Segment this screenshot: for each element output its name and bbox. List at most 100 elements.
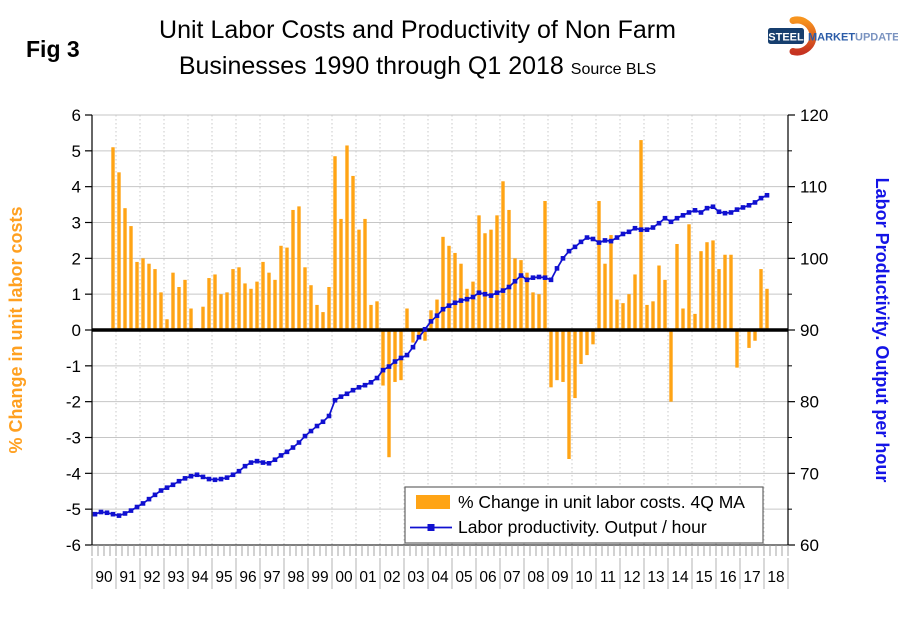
bar: [759, 269, 763, 330]
line-marker: [326, 413, 332, 419]
source-note: Source BLS: [570, 61, 657, 78]
line-marker: [212, 477, 218, 483]
bar: [459, 263, 463, 330]
year-label: 12: [623, 569, 640, 586]
bar: [273, 279, 277, 330]
bar: [501, 181, 505, 330]
line-marker: [194, 472, 200, 478]
year-label: 15: [695, 569, 712, 586]
bar: [555, 330, 559, 381]
bar: [147, 263, 151, 330]
bar: [387, 330, 391, 458]
line-marker: [662, 215, 668, 221]
line-marker: [284, 449, 290, 455]
right-axis-title: Labor Productivity. Output per hour: [872, 178, 892, 483]
right-axis-tick-label: 90: [800, 321, 819, 340]
bar: [123, 208, 127, 330]
line-marker: [104, 510, 110, 516]
year-label: 11: [600, 569, 616, 586]
right-axis-tick-label: 60: [800, 536, 819, 555]
bar: [633, 274, 637, 330]
bar: [609, 235, 613, 330]
bar: [141, 258, 145, 330]
line-marker: [368, 380, 374, 385]
line-marker: [674, 215, 680, 221]
bar: [567, 330, 571, 459]
line-marker: [488, 293, 494, 298]
logo-update-text: UPDATE: [855, 32, 898, 44]
line-marker: [680, 213, 686, 218]
line-marker: [458, 298, 464, 303]
bar: [303, 267, 307, 330]
left-axis-tick-label: -5: [66, 500, 81, 519]
year-label: 07: [503, 569, 520, 586]
bar: [231, 269, 235, 330]
line-marker: [278, 453, 284, 458]
bar: [465, 288, 469, 330]
bar: [417, 330, 421, 338]
line-marker: [536, 274, 542, 280]
line-marker: [332, 397, 338, 403]
line-marker: [338, 394, 344, 399]
bar: [393, 330, 397, 382]
line-marker: [584, 235, 590, 240]
line-marker: [404, 352, 410, 358]
year-label: 17: [743, 569, 760, 586]
bar: [489, 229, 493, 330]
line-marker: [266, 461, 272, 466]
line-marker: [614, 235, 620, 240]
bar: [681, 308, 685, 330]
bar: [213, 274, 217, 330]
line-marker: [632, 225, 638, 231]
line-marker: [506, 284, 512, 290]
bar: [291, 209, 295, 330]
chart-title: Unit Labor Costs and Productivity of Non…: [95, 12, 740, 88]
line-marker: [572, 244, 578, 250]
bar: [183, 279, 187, 330]
line-marker: [248, 460, 254, 465]
right-axis-tick-label: 70: [800, 464, 819, 483]
bar: [411, 330, 415, 343]
bar: [189, 308, 193, 330]
bar: [495, 215, 499, 330]
bar: [345, 145, 349, 330]
bar: [543, 201, 547, 330]
bar: [729, 254, 733, 330]
bar: [669, 330, 673, 402]
bar: [621, 303, 625, 330]
line-marker: [254, 458, 260, 464]
bar: [699, 251, 703, 330]
line-marker: [242, 463, 248, 469]
bar: [357, 229, 361, 330]
bar: [321, 312, 325, 330]
line-marker: [530, 275, 536, 280]
year-label: 95: [215, 569, 232, 586]
left-axis-tick-label: -3: [66, 429, 81, 448]
left-axis-tick-label: 2: [72, 249, 81, 268]
line-marker: [470, 294, 476, 300]
line-marker: [620, 231, 626, 237]
line-marker: [182, 476, 188, 481]
bar: [657, 265, 661, 330]
bar: [717, 269, 721, 330]
line-marker: [308, 428, 314, 434]
right-axis-tick-label: 80: [800, 393, 819, 412]
line-marker: [734, 207, 740, 212]
line-marker: [350, 387, 356, 393]
line-marker: [548, 277, 554, 283]
legend-bar-label: % Change in unit labor costs. 4Q MA: [458, 492, 745, 512]
line-marker: [380, 367, 386, 373]
line-marker: [710, 204, 716, 210]
line-marker: [398, 355, 404, 361]
bar: [279, 245, 283, 330]
line-path: [94, 194, 768, 517]
year-label: 91: [119, 569, 136, 586]
bar: [651, 301, 655, 330]
line-marker: [188, 473, 194, 479]
year-label: 10: [575, 569, 593, 586]
left-axis-tick-label: 5: [72, 142, 81, 161]
logo-steel-text: STEEL: [768, 32, 804, 44]
chart-title-line1: Unit Labor Costs and Productivity of Non…: [159, 16, 676, 44]
left-axis-tick-label: -2: [66, 393, 81, 412]
